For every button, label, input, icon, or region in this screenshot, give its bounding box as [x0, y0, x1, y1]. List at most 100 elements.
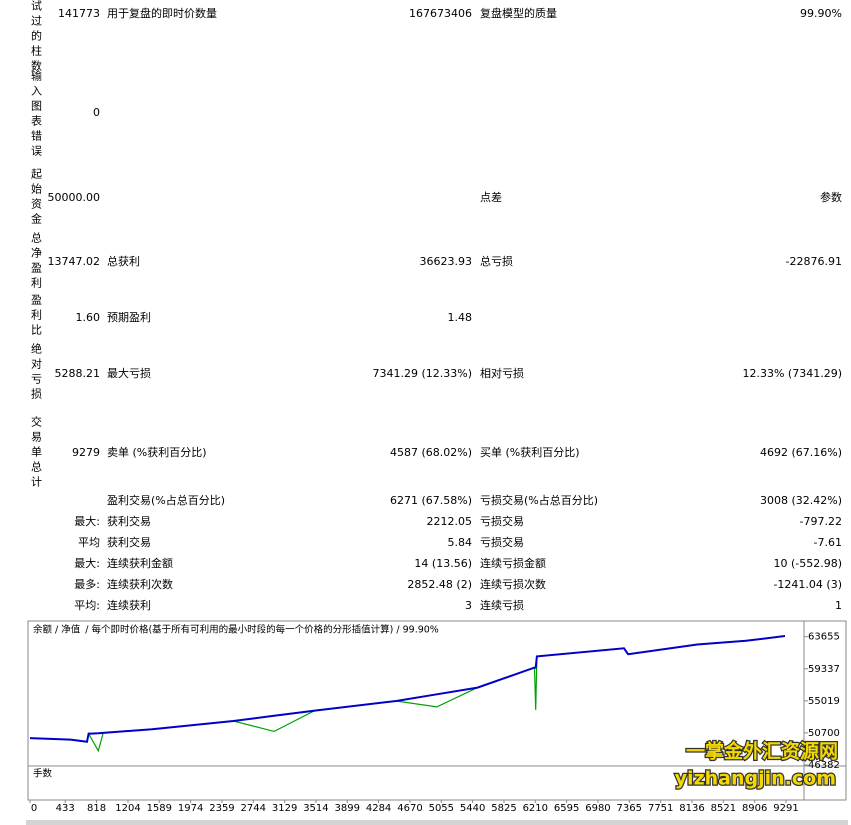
row-value: 141773	[58, 7, 100, 20]
row-prefix: 最大:	[74, 556, 100, 570]
x-tick-label: 7365	[617, 803, 642, 814]
cell-value: -7.61	[814, 536, 842, 549]
row-value: 9279	[72, 446, 100, 459]
y-tick-label: 55019	[808, 696, 840, 707]
cell-value: 12.33% (7341.29)	[742, 367, 842, 380]
cell-label: 获利交易	[107, 535, 151, 549]
legend-separator: /	[55, 625, 59, 636]
x-tick-label: 8136	[679, 803, 704, 814]
row-value: 13747.02	[48, 255, 101, 268]
cell-value: 4587 (68.02%)	[390, 446, 472, 459]
x-tick-label: 1589	[147, 803, 172, 814]
x-tick-label: 3129	[272, 803, 297, 814]
cell-value: 2852.48 (2)	[407, 578, 472, 591]
cell-label: 复盘模型的质量	[480, 6, 557, 20]
lots-label: 手数	[33, 768, 53, 780]
cell-value: 7341.29 (12.33%)	[372, 367, 472, 380]
watermark: yizhangjin.com	[675, 768, 836, 790]
x-tick-label: 6595	[554, 803, 579, 814]
x-tick-label: 8521	[711, 803, 736, 814]
cell-value: 14 (13.56)	[414, 557, 472, 570]
row-value: 50000.00	[48, 191, 101, 204]
x-tick-label: 3899	[335, 803, 360, 814]
cell-value: 6271 (67.58%)	[390, 494, 472, 507]
cell-label: 买单 (%获利百分比)	[480, 446, 580, 459]
watermark: 一掌金外汇资源网	[686, 740, 838, 763]
cell-value: 167673406	[409, 7, 472, 20]
x-tick-label: 1974	[178, 803, 203, 814]
x-tick-label: 4284	[366, 803, 391, 814]
row-head: 起始资金	[30, 168, 43, 228]
row-prefix: 最大:	[74, 514, 100, 528]
cell-label: 连续获利次数	[107, 577, 173, 591]
row-prefix: 平均	[78, 536, 100, 549]
series-line	[29, 635, 786, 743]
row-prefix: 最多:	[74, 577, 100, 591]
x-tick-label: 3514	[303, 803, 328, 814]
row-value: 0	[93, 106, 100, 119]
y-tick-label: 50700	[808, 728, 840, 739]
cell-value: 5.84	[448, 536, 473, 549]
cell-label: 卖单 (%获利百分比)	[107, 446, 207, 459]
cell-label: 总亏损	[480, 254, 513, 268]
cell-value: 36623.93	[420, 255, 473, 268]
chart-frame	[27, 620, 847, 801]
row-head: 试过的柱数	[30, 0, 43, 75]
cell-value: 3	[465, 599, 472, 612]
cell-label: 连续获利金额	[107, 556, 173, 570]
legend-entry: 余额	[33, 624, 53, 636]
cell-value: 10 (-552.98)	[773, 557, 842, 570]
x-tick-label: 0	[31, 803, 37, 814]
cell-value: 99.90%	[800, 7, 842, 20]
cell-value: 4692 (67.16%)	[760, 446, 842, 459]
cell-label: 总获利	[107, 254, 140, 268]
row-value: 5288.21	[55, 367, 101, 380]
cell-value: 参数	[820, 190, 842, 204]
chart-subtitle: / 每个即时价格(基于所有可利用的最小时段的每一个价格的分形插值计算) / 99…	[85, 624, 439, 636]
row-head: 盈利比	[30, 294, 43, 339]
x-tick-label: 2359	[209, 803, 234, 814]
cell-label: 相对亏损	[480, 366, 524, 380]
cell-label: 连续亏损金额	[480, 556, 546, 570]
cell-value: -1241.04 (3)	[773, 578, 842, 591]
x-tick-label: 9291	[773, 803, 798, 814]
x-tick-label: 5055	[429, 803, 454, 814]
cell-value: -797.22	[800, 515, 842, 528]
bottom-bar	[26, 820, 848, 825]
cell-value: 3008 (32.42%)	[760, 494, 842, 507]
cell-value: 1.48	[448, 311, 473, 324]
x-tick-label: 4670	[397, 803, 422, 814]
cell-label: 获利交易	[107, 514, 151, 528]
cell-label: 用于复盘的即时价数量	[107, 6, 217, 20]
row-head: 输入图表错误	[30, 69, 43, 160]
x-tick-label: 2744	[241, 803, 266, 814]
cell-label: 亏损交易	[480, 514, 524, 528]
row-head: 绝对亏损	[30, 342, 43, 403]
row-prefix: 平均:	[74, 599, 100, 612]
x-tick-label: 6980	[585, 803, 610, 814]
x-tick-label: 6210	[523, 803, 548, 814]
cell-value: -22876.91	[786, 255, 842, 268]
x-tick-label: 433	[56, 803, 75, 814]
legend-entry: 净值	[61, 624, 81, 636]
y-tick-label: 46382	[808, 760, 840, 771]
x-tick-label: 1204	[115, 803, 140, 814]
cell-label: 点差	[480, 190, 502, 204]
cell-label: 预期盈利	[107, 311, 151, 324]
x-tick-label: 5825	[491, 803, 516, 814]
cell-label: 亏损交易	[480, 535, 524, 549]
cell-label: 连续亏损次数	[480, 577, 546, 591]
x-tick-label: 8906	[742, 803, 767, 814]
y-tick-label: 59337	[808, 664, 840, 675]
cell-label: 最大亏损	[107, 366, 151, 380]
row-value: 1.60	[76, 311, 101, 324]
row-head: 交易单总计	[30, 415, 43, 491]
x-tick-label: 7751	[648, 803, 673, 814]
cell-value: 1	[835, 599, 842, 612]
y-tick-label: 63655	[808, 632, 840, 643]
cell-value: 2212.05	[427, 515, 473, 528]
row-head: 总净盈利	[30, 231, 43, 292]
cell-label: 连续获利	[107, 598, 151, 612]
cell-label: 亏损交易(%占总百分比)	[480, 493, 598, 507]
